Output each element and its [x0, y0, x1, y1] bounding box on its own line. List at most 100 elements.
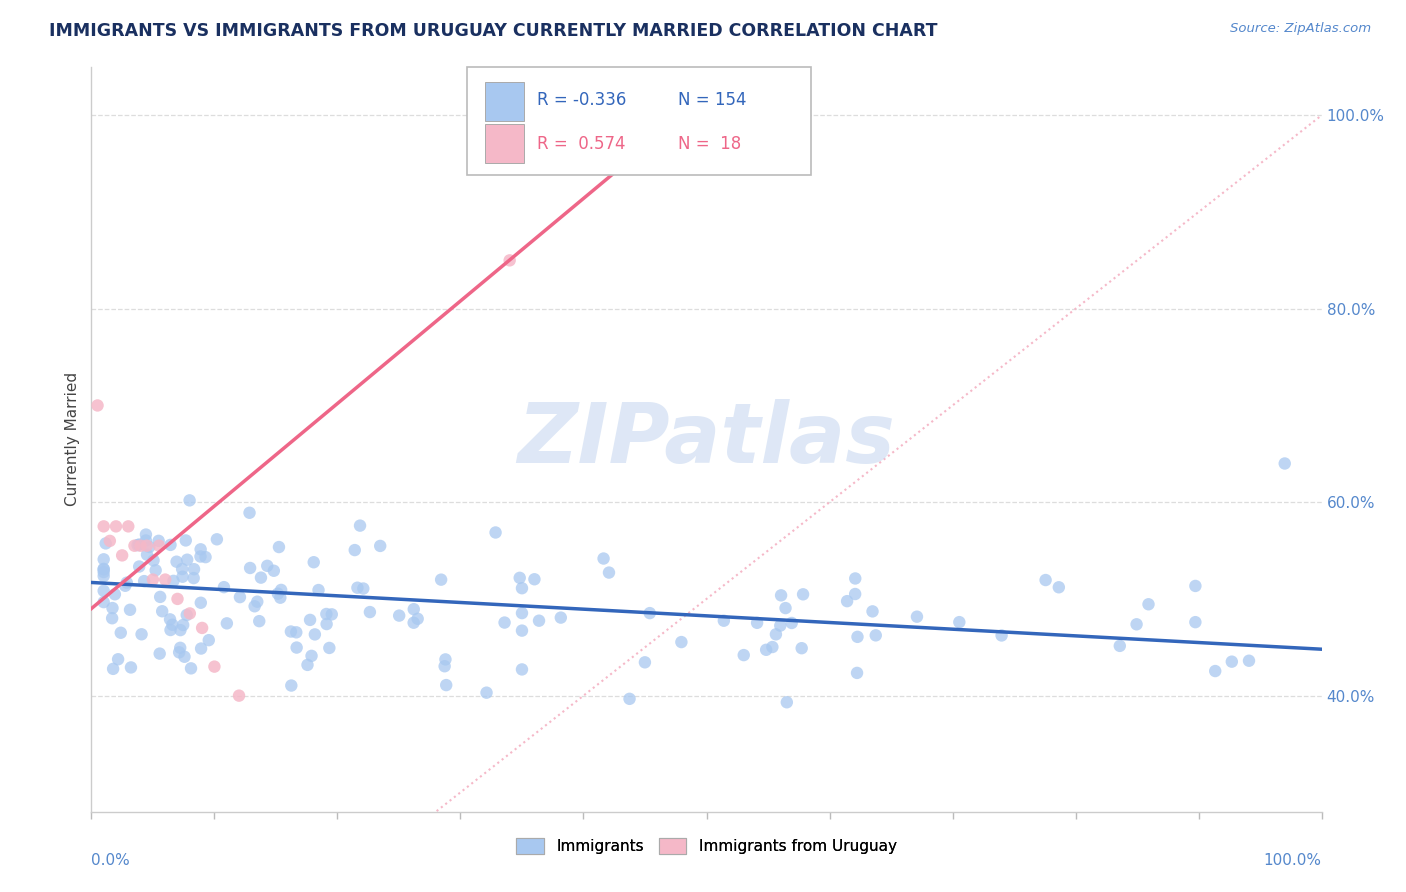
Legend: Immigrants, Immigrants from Uruguay: Immigrants, Immigrants from Uruguay	[510, 831, 903, 860]
Point	[172, 562, 194, 576]
Point	[494, 615, 516, 630]
Point	[267, 540, 290, 554]
Point	[592, 551, 614, 566]
Point	[285, 640, 308, 655]
Point	[191, 621, 214, 635]
Point	[302, 555, 325, 569]
Point	[115, 575, 138, 590]
Point	[990, 628, 1012, 642]
Point	[1125, 617, 1147, 632]
Point	[167, 645, 190, 659]
Point	[179, 607, 201, 621]
Point	[733, 648, 755, 662]
Point	[430, 573, 453, 587]
Point	[713, 614, 735, 628]
Point	[1274, 457, 1296, 471]
Point	[93, 595, 115, 609]
Point	[769, 618, 792, 632]
Point	[176, 552, 198, 566]
Point	[215, 616, 238, 631]
Point	[598, 566, 620, 580]
Point	[162, 574, 184, 588]
Point	[1220, 655, 1243, 669]
Point	[93, 552, 115, 566]
Point	[183, 562, 205, 576]
Point	[98, 533, 121, 548]
Point	[247, 614, 270, 628]
Point	[93, 519, 115, 533]
Point	[172, 570, 194, 584]
Point	[510, 581, 533, 595]
Point	[315, 617, 337, 632]
Point	[770, 588, 793, 602]
Text: 0.0%: 0.0%	[91, 853, 131, 868]
Point	[484, 525, 506, 540]
Point	[124, 539, 146, 553]
Point	[315, 607, 337, 621]
Point	[550, 610, 572, 624]
FancyBboxPatch shape	[485, 82, 524, 120]
Point	[433, 659, 456, 673]
Point	[110, 625, 132, 640]
Point	[865, 628, 887, 642]
Point	[117, 519, 139, 533]
Point	[619, 691, 641, 706]
Point	[846, 630, 869, 644]
Point	[93, 562, 115, 576]
Point	[671, 635, 693, 649]
Point	[174, 533, 197, 548]
Point	[190, 641, 212, 656]
Point	[775, 601, 797, 615]
Point	[475, 686, 498, 700]
Point	[153, 573, 177, 587]
Point	[149, 590, 172, 604]
Point	[280, 679, 302, 693]
Point	[180, 661, 202, 675]
Point	[111, 549, 134, 563]
Point	[129, 539, 152, 553]
Point	[349, 518, 371, 533]
Point	[297, 657, 319, 672]
Point	[134, 574, 156, 588]
Point	[166, 591, 188, 606]
Point	[523, 572, 546, 586]
Point	[205, 533, 228, 547]
Point	[301, 648, 323, 663]
Point	[790, 641, 813, 656]
Point	[148, 533, 170, 548]
Point	[844, 587, 866, 601]
Point	[352, 582, 374, 596]
Point	[120, 660, 142, 674]
Point	[527, 614, 550, 628]
Point	[114, 579, 136, 593]
Point	[93, 565, 115, 579]
Point	[135, 533, 157, 548]
Point	[862, 604, 884, 618]
Point	[1108, 639, 1130, 653]
Point	[270, 582, 292, 597]
Point	[359, 605, 381, 619]
Point	[638, 606, 661, 620]
Point	[104, 587, 127, 601]
Point	[321, 607, 343, 622]
Point	[202, 659, 225, 673]
Point	[238, 506, 260, 520]
Point	[162, 617, 184, 632]
Point	[176, 607, 198, 622]
Point	[498, 253, 520, 268]
Point	[402, 602, 425, 616]
Point	[190, 542, 212, 557]
Point	[138, 540, 160, 554]
Point	[190, 596, 212, 610]
Point	[93, 583, 115, 598]
Point	[267, 587, 290, 601]
Point	[169, 640, 191, 655]
Point	[346, 581, 368, 595]
Text: ZIPatlas: ZIPatlas	[517, 399, 896, 480]
Point	[159, 623, 181, 637]
Point	[142, 573, 165, 587]
Point	[776, 695, 799, 709]
Text: R = -0.336: R = -0.336	[537, 91, 626, 110]
Point	[1204, 664, 1226, 678]
Point	[229, 590, 252, 604]
